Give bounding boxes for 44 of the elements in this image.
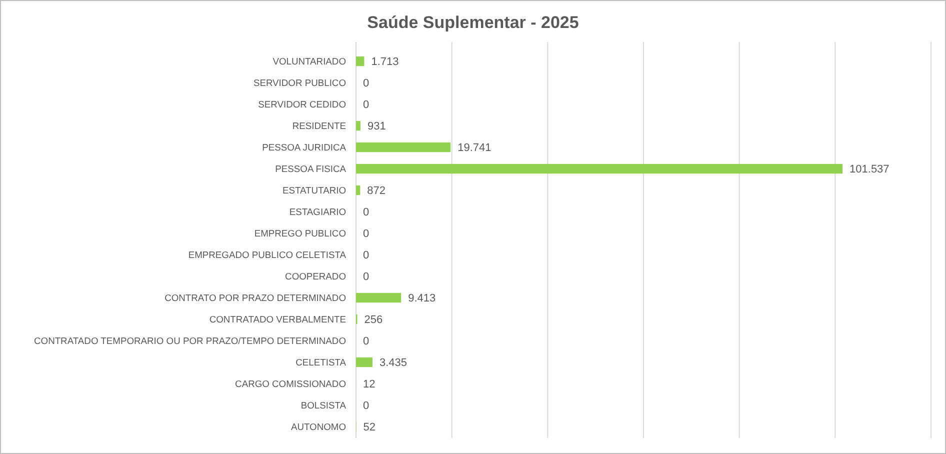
data-label: 12 [363,378,376,391]
data-label: 19.741 [458,142,492,154]
data-label: 1.713 [371,56,399,68]
data-label: 3.435 [379,357,407,370]
y-tick-label: CONTRATADO VERBALMENTE [209,314,346,325]
bar [356,357,372,368]
y-tick-label: EMPREGO PUBLICO [254,228,346,239]
y-tick-label: AUTONOMO [290,421,346,432]
bar [356,164,843,174]
y-tick-label: SERVIDOR CEDIDO [258,98,346,110]
y-tick-label: VOLUNTARIADO [272,56,346,67]
y-tick-label: BOLSISTA [300,400,347,411]
data-label: 0 [363,228,370,240]
data-label: 0 [363,99,370,112]
data-label: 0 [363,271,370,284]
chart-title: Saúde Suplementar - 2025 [367,13,579,32]
y-tick-label: SERVIDOR PUBLICO [253,77,346,88]
data-label: 0 [363,78,370,90]
data-label: 52 [363,422,376,434]
bar [356,56,364,66]
y-tick-label: CARGO COMISSIONADO [235,378,346,390]
y-tick-label: PESSOA FISICA [275,163,347,174]
data-label: 0 [363,400,370,412]
data-label: 256 [364,314,383,326]
y-tick-label: PESSOA JURIDICA [262,142,347,153]
data-label: 0 [363,206,370,219]
data-label: 0 [363,336,370,348]
data-label: 931 [367,120,386,133]
data-label: 101.537 [850,164,890,176]
data-label: 872 [367,185,386,198]
y-tick-label: RESIDENTE [292,120,346,132]
bar [356,142,451,152]
y-tick-label: ESTATUTARIO [282,184,346,196]
bar [356,292,402,303]
data-label: 0 [363,250,370,262]
y-tick-label: CONTRATADO TEMPORARIO OU POR PRAZO/TEMPO DETERMINADO [34,335,346,346]
bar [356,120,360,131]
y-tick-label: CELETISTA [296,356,347,368]
bar [356,185,360,196]
y-tick-label: EMPREGADO PUBLICO CELETISTA [188,249,347,260]
y-tick-label: COOPERADO [285,270,346,282]
data-label: 9.413 [408,292,436,305]
y-tick-label: ESTAGIARIO [289,206,346,218]
y-tick-label: CONTRATO POR PRAZO DETERMINADO [164,292,346,304]
